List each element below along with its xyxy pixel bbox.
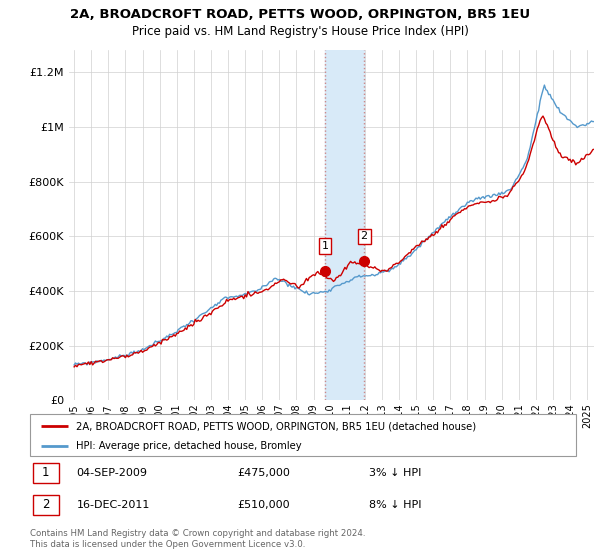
Text: HPI: Average price, detached house, Bromley: HPI: Average price, detached house, Brom… [76,441,302,451]
Text: 2: 2 [361,231,368,241]
Bar [33,495,59,515]
Text: Price paid vs. HM Land Registry's House Price Index (HPI): Price paid vs. HM Land Registry's House … [131,25,469,38]
Bar [33,463,59,483]
Text: 8% ↓ HPI: 8% ↓ HPI [368,500,421,510]
Text: 2A, BROADCROFT ROAD, PETTS WOOD, ORPINGTON, BR5 1EU (detached house): 2A, BROADCROFT ROAD, PETTS WOOD, ORPINGT… [76,421,476,431]
Text: £510,000: £510,000 [238,500,290,510]
Text: 1: 1 [42,466,50,479]
Text: 04-SEP-2009: 04-SEP-2009 [76,468,148,478]
Text: 2: 2 [42,498,50,511]
Text: 2A, BROADCROFT ROAD, PETTS WOOD, ORPINGTON, BR5 1EU: 2A, BROADCROFT ROAD, PETTS WOOD, ORPINGT… [70,8,530,21]
Text: £475,000: £475,000 [238,468,290,478]
Text: 3% ↓ HPI: 3% ↓ HPI [368,468,421,478]
Text: Contains HM Land Registry data © Crown copyright and database right 2024.
This d: Contains HM Land Registry data © Crown c… [30,529,365,549]
Text: 1: 1 [322,241,329,251]
Text: 16-DEC-2011: 16-DEC-2011 [76,500,150,510]
Bar [325,50,364,400]
